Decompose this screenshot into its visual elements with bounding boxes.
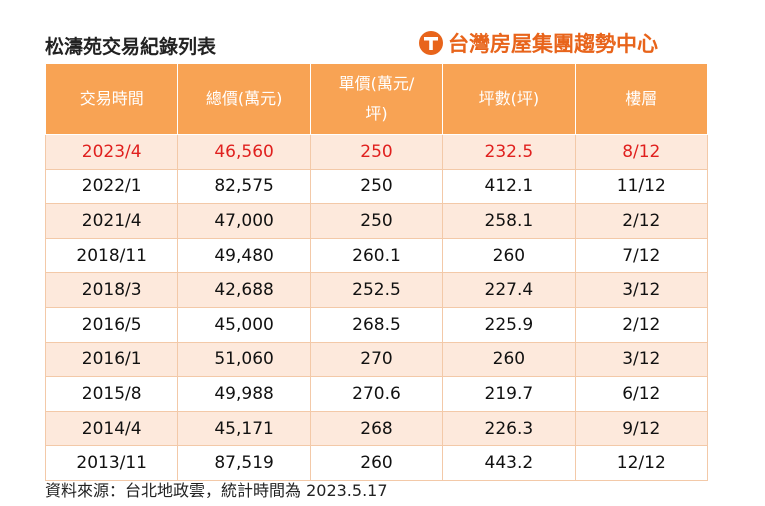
column-header: 樓層 bbox=[574, 63, 709, 135]
title: 松濤苑交易紀錄列表 bbox=[45, 36, 217, 58]
table-row: 2018/3 42,688 252.5 227.4 3/12 bbox=[44, 272, 709, 308]
logo-text: 台灣房屋集團趨勢中心 bbox=[448, 32, 658, 56]
table-cell: 250 bbox=[309, 134, 444, 170]
table-cell: 2018/11 bbox=[44, 237, 179, 274]
table-cell: 2/12 bbox=[574, 306, 709, 343]
table-cell: 270.6 bbox=[309, 376, 444, 412]
table-cell: 45,000 bbox=[177, 306, 311, 343]
column-header-text: 坪數(坪) bbox=[478, 89, 540, 108]
table-cell: 412.1 bbox=[442, 168, 576, 205]
table-cell: 12/12 bbox=[574, 445, 709, 481]
table-cell: 2021/4 bbox=[44, 203, 179, 239]
table-row: 2021/4 47,000 250 258.1 2/12 bbox=[44, 203, 709, 239]
table-cell: 3/12 bbox=[574, 272, 709, 308]
column-header: 坪數(坪) bbox=[442, 63, 576, 135]
table-cell: 51,060 bbox=[177, 341, 311, 378]
table-cell: 227.4 bbox=[442, 272, 576, 308]
column-header-text: 交易時間 bbox=[79, 89, 144, 108]
table: 交易時間 總價(萬元) 單價(萬元/坪) 坪數(坪) 樓層 2023/4 46,560 25… bbox=[44, 63, 709, 481]
logo-icon bbox=[419, 31, 443, 55]
table-cell: 252.5 bbox=[309, 272, 444, 308]
table-cell: 49,480 bbox=[177, 237, 311, 274]
table-cell: 45,171 bbox=[177, 410, 311, 447]
table-cell: 226.3 bbox=[442, 410, 576, 447]
table-cell: 2023/4 bbox=[44, 134, 179, 170]
table-cell: 8/12 bbox=[574, 134, 709, 170]
logo: 台灣房屋集團趨勢中心 bbox=[418, 28, 658, 58]
table-cell: 443.2 bbox=[442, 445, 576, 481]
table-cell: 2014/4 bbox=[44, 410, 179, 447]
column-header: 交易時間 bbox=[44, 63, 179, 135]
table-cell: 258.1 bbox=[442, 203, 576, 239]
table-row: 2018/11 49,480 260.1 260 7/12 bbox=[44, 237, 709, 274]
table-cell: 250 bbox=[309, 168, 444, 205]
table-cell: 47,000 bbox=[177, 203, 311, 239]
table-row: 2022/1 82,575 250 412.1 11/12 bbox=[44, 168, 709, 205]
table-cell: 225.9 bbox=[442, 306, 576, 343]
table-cell: 7/12 bbox=[574, 237, 709, 274]
table-cell: 9/12 bbox=[574, 410, 709, 447]
column-header: 單價(萬元/坪) bbox=[309, 63, 444, 135]
source-note: 資料來源：台北地政雲，統計時間為 2023.5.17 bbox=[45, 481, 388, 500]
table-cell: 49,988 bbox=[177, 376, 311, 412]
table-cell: 219.7 bbox=[442, 376, 576, 412]
table-cell: 2016/5 bbox=[44, 306, 179, 343]
table-cell: 2018/3 bbox=[44, 272, 179, 308]
column-header-text: 單價(萬元/坪) bbox=[338, 74, 415, 123]
table-cell: 2015/8 bbox=[44, 376, 179, 412]
table-cell: 46,560 bbox=[177, 134, 311, 170]
header-row: 交易時間 總價(萬元) 單價(萬元/坪) 坪數(坪) 樓層 bbox=[44, 63, 709, 135]
table-cell: 260 bbox=[442, 341, 576, 378]
table-cell: 268 bbox=[309, 410, 444, 447]
table-cell: 42,688 bbox=[177, 272, 311, 308]
table-row: 2014/4 45,171 268 226.3 9/12 bbox=[44, 410, 709, 447]
table-cell: 2022/1 bbox=[44, 168, 179, 205]
table-row: 2015/8 49,988 270.6 219.7 6/12 bbox=[44, 376, 709, 412]
table-row: 2016/5 45,000 268.5 225.9 2/12 bbox=[44, 306, 709, 343]
column-header: 總價(萬元) bbox=[177, 63, 311, 135]
table-row: 2023/4 46,560 250 232.5 8/12 bbox=[44, 134, 709, 170]
table-cell: 11/12 bbox=[574, 168, 709, 205]
column-header-text: 樓層 bbox=[625, 89, 658, 108]
table-cell: 82,575 bbox=[177, 168, 311, 205]
table-cell: 232.5 bbox=[442, 134, 576, 170]
table-row: 2016/1 51,060 270 260 3/12 bbox=[44, 341, 709, 378]
table-cell: 2013/11 bbox=[44, 445, 179, 481]
table-row: 2013/11 87,519 260 443.2 12/12 bbox=[44, 445, 709, 481]
table-cell: 268.5 bbox=[309, 306, 444, 343]
column-header-text: 總價(萬元) bbox=[205, 89, 283, 108]
table-cell: 87,519 bbox=[177, 445, 311, 481]
table-cell: 270 bbox=[309, 341, 444, 378]
table-cell: 2/12 bbox=[574, 203, 709, 239]
table-cell: 250 bbox=[309, 203, 444, 239]
table-cell: 260 bbox=[309, 445, 444, 481]
table-cell: 6/12 bbox=[574, 376, 709, 412]
table-cell: 2016/1 bbox=[44, 341, 179, 378]
table-body: 2023/4 46,560 250 232.5 8/12 2022/1 82,575 250 4… bbox=[44, 134, 709, 481]
table-cell: 260.1 bbox=[309, 237, 444, 274]
table-cell: 260 bbox=[442, 237, 576, 274]
table-cell: 3/12 bbox=[574, 341, 709, 378]
